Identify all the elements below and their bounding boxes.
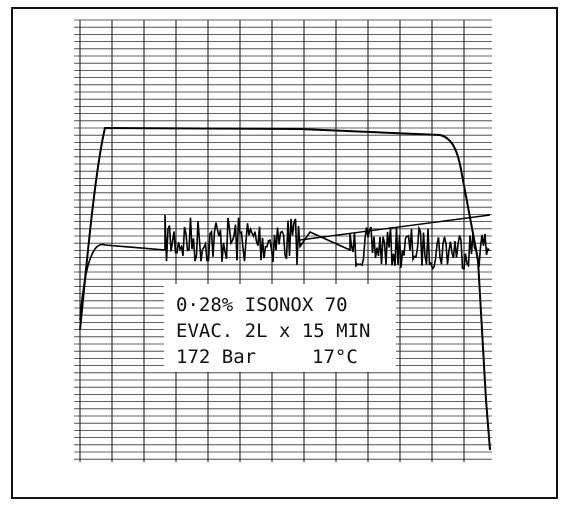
scan: 0·28% ISONOX 70 EVAC. 2L x 15 MIN 172 Ba… [0, 0, 569, 510]
label-line: 172 Bar [176, 346, 256, 368]
page: 0·28% ISONOX 70 EVAC. 2L x 15 MIN 172 Ba… [0, 0, 569, 510]
label-line: 17°C [312, 346, 358, 368]
label-line: 0·28% ISONOX 70 [176, 294, 348, 316]
label-line: EVAC. 2L x 15 MIN [176, 320, 370, 342]
